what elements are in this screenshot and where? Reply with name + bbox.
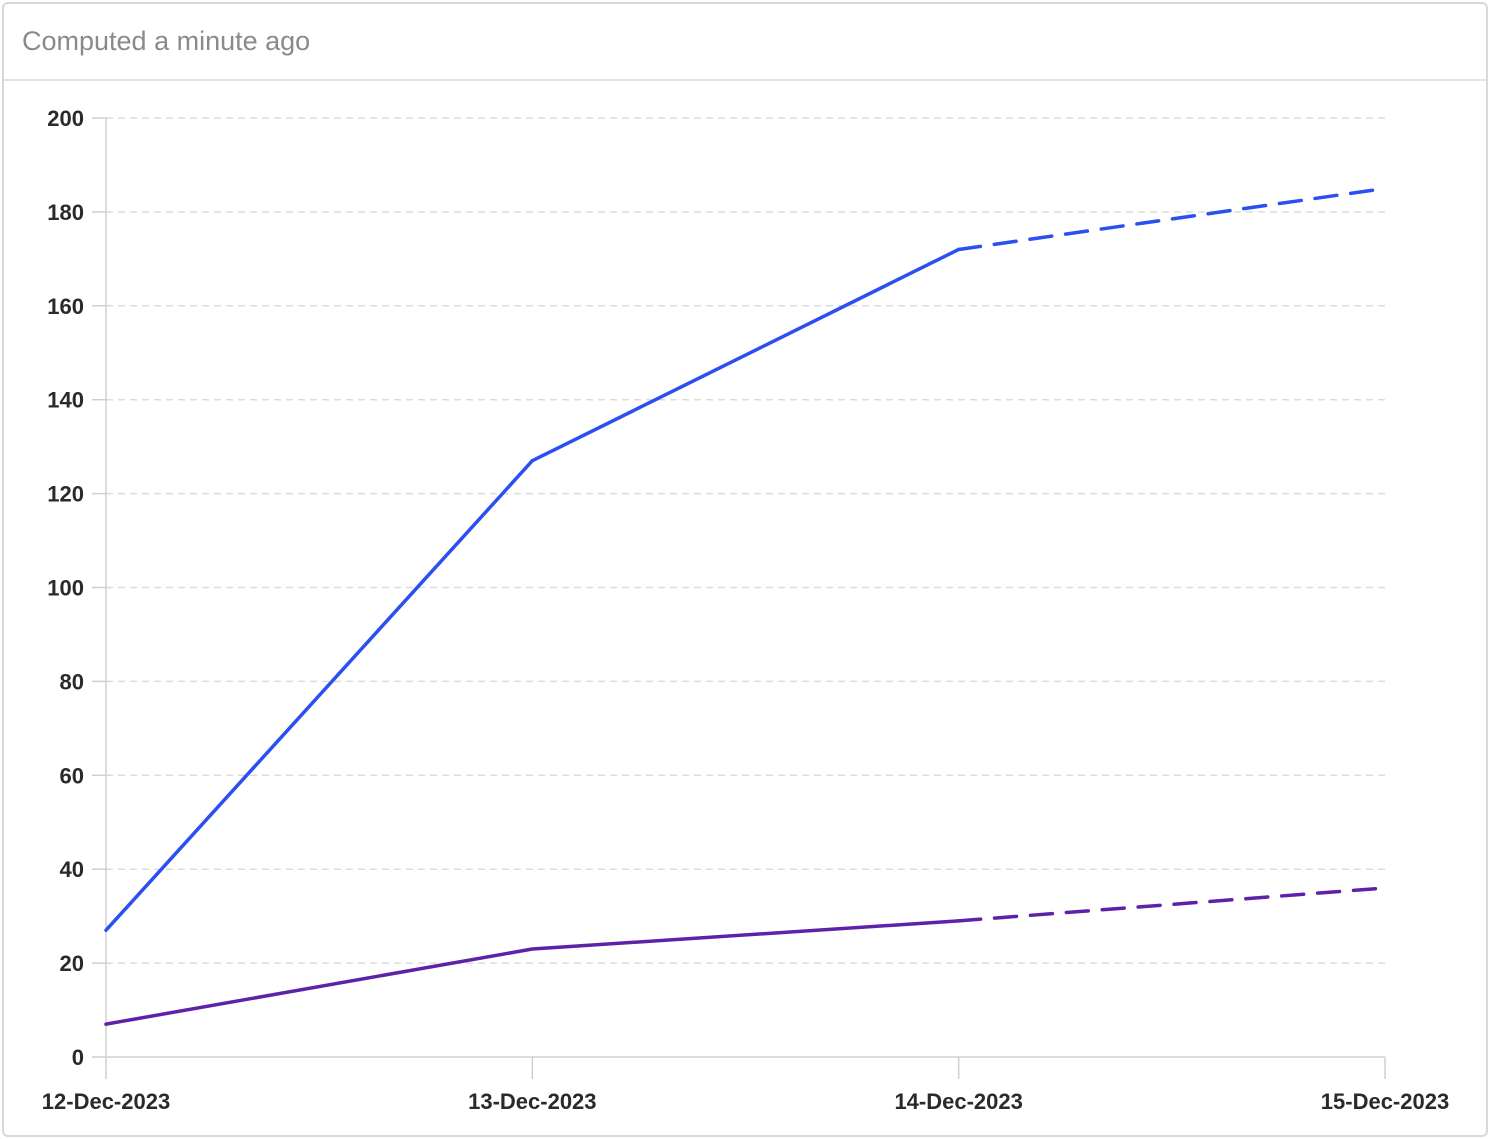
y-tick-label: 140 <box>47 388 84 413</box>
y-tick-label: 160 <box>47 294 84 319</box>
computed-status-text: Computed a minute ago <box>22 26 311 56</box>
series-1-projection-line <box>956 186 1387 252</box>
y-tick-label: 80 <box>60 669 84 694</box>
y-tick-label: 180 <box>47 200 84 225</box>
y-tick-label: 20 <box>60 951 84 976</box>
y-tick-label: 120 <box>47 482 84 507</box>
series-1-line <box>104 247 961 932</box>
x-tick-label: 15-Dec-2023 <box>1321 1089 1449 1114</box>
x-tick-label: 12-Dec-2023 <box>42 1089 170 1114</box>
y-tick-label: 200 <box>47 106 84 131</box>
x-tick-label: 14-Dec-2023 <box>894 1089 1022 1114</box>
y-tick-label: 40 <box>60 857 84 882</box>
x-tick-label: 13-Dec-2023 <box>468 1089 596 1114</box>
series-2-line <box>104 919 961 1026</box>
series-2-projection-line <box>956 886 1387 923</box>
y-tick-label: 60 <box>60 763 84 788</box>
y-tick-label: 100 <box>47 576 84 601</box>
panel-header: Computed a minute ago <box>4 4 1486 81</box>
y-tick-label: 0 <box>72 1045 84 1070</box>
